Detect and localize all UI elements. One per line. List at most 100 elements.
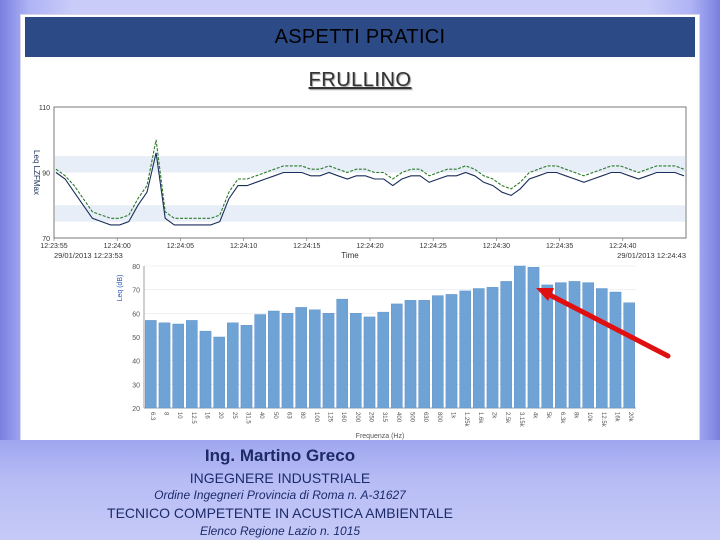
band-lower — [55, 205, 685, 222]
x-tick-label: 630 — [422, 412, 428, 423]
bar — [322, 313, 335, 409]
x-tick-label: 4k — [532, 412, 538, 419]
bar — [295, 307, 308, 409]
x-tick-label: 12:24:35 — [546, 243, 573, 250]
footer-registry: Elenco Regione Lazio n. 1015 — [199, 524, 361, 538]
x-tick-label: 3.15k — [518, 412, 524, 428]
x-tick-label: 200 — [354, 412, 360, 423]
bar — [418, 300, 431, 409]
bar — [541, 284, 554, 409]
x-tick-label: 8k — [573, 412, 579, 419]
x-tick-label: 25 — [231, 412, 237, 419]
bar — [473, 288, 485, 409]
bar — [213, 336, 225, 409]
arrow-shaft — [543, 290, 671, 359]
y-tick-label: 80 — [132, 264, 140, 271]
y-tick-label: 20 — [132, 406, 140, 413]
bar — [623, 302, 636, 409]
x-tick-label: 12.5k — [600, 412, 606, 428]
bar — [336, 298, 349, 409]
x-tick-label: 1.6k — [477, 412, 483, 424]
y-tick-label: 110 — [39, 105, 50, 112]
x-tick-label: 20k — [627, 412, 633, 423]
start-time-label: 29/01/2013 12:23:53 — [54, 251, 123, 260]
bar — [404, 300, 417, 409]
bar — [363, 316, 376, 409]
y-tick-label: 70 — [42, 236, 50, 243]
bar — [185, 320, 198, 409]
bar — [527, 266, 540, 409]
x-tick-label: 100 — [313, 412, 319, 423]
x-tick-label: 1k — [450, 412, 456, 419]
x-tick-label: 12:24:15 — [293, 243, 320, 250]
y-tick-label: 90 — [42, 171, 50, 178]
x-tick-label: 800 — [436, 412, 442, 423]
series-lmax-line — [55, 139, 685, 219]
bar — [226, 322, 239, 409]
bar — [281, 313, 294, 409]
footer-competence: TECNICO COMPETENTE IN ACUSTICA AMBIENTAL… — [107, 505, 453, 521]
x-tick-label: 6.3 — [149, 412, 155, 421]
x-tick-label: 63 — [286, 412, 292, 419]
slide-title: ASPETTI PRATICI — [274, 25, 446, 48]
end-time-label: 29/01/2013 12:24:43 — [617, 251, 686, 260]
x-tick-label: 12:24:05 — [167, 243, 194, 250]
x-tick-label: 12:24:30 — [483, 243, 510, 250]
subtitle-text: FRULLINO — [308, 69, 412, 91]
footer-order: Ordine Ingegneri Provincia di Roma n. A-… — [154, 488, 406, 502]
x-tick-label: 80 — [299, 412, 305, 419]
bar — [267, 310, 280, 409]
footer-role: INGEGNERE INDUSTRIALE — [189, 470, 371, 486]
y-tick-label: 60 — [132, 311, 140, 318]
bar — [432, 295, 444, 409]
bar — [555, 282, 567, 409]
x-tick-label: 10k — [586, 412, 592, 423]
bar — [596, 288, 608, 409]
bar — [609, 291, 622, 409]
x-tick-label: 315 — [381, 412, 387, 423]
red-arrow — [536, 288, 671, 359]
bar — [445, 294, 458, 409]
bar — [582, 282, 595, 409]
slide-subtitle: FRULLINO — [21, 69, 699, 92]
x-tick-label: 2.5k — [504, 412, 510, 424]
y-tick-label: 50 — [132, 335, 140, 342]
bar — [349, 313, 362, 409]
bar — [158, 322, 171, 409]
x-tick-label: 40 — [258, 412, 264, 419]
bar — [377, 311, 390, 409]
bar — [199, 330, 212, 409]
arrow-head — [536, 288, 554, 301]
x-tick-label: 2k — [491, 412, 497, 419]
x-tick-label: 500 — [409, 412, 415, 423]
bar — [254, 314, 267, 409]
x-tick-label: 10 — [176, 412, 182, 419]
x-tick-label: 250 — [368, 412, 374, 423]
x-axis-label: Time — [341, 251, 359, 260]
bar — [172, 323, 184, 409]
x-tick-label: 6.3k — [559, 412, 565, 424]
x-tick-label: 50 — [272, 412, 278, 419]
bar — [568, 281, 581, 409]
x-tick-label: 12.5 — [190, 412, 196, 424]
x-tick-label: 12:24:00 — [104, 243, 131, 250]
bar — [240, 325, 253, 409]
x-tick-label: 12:23:55 — [40, 243, 67, 250]
bar — [391, 303, 403, 409]
x-tick-label: 20 — [217, 412, 223, 419]
bar — [459, 290, 472, 409]
band-upper — [55, 156, 685, 173]
x-tick-label: 12:24:10 — [230, 243, 257, 250]
y-axis-label: Leq (dB) — [117, 275, 124, 302]
x-tick-label: 8 — [163, 412, 169, 416]
bar — [486, 287, 499, 409]
x-tick-label: 1.25k — [463, 412, 469, 428]
x-tick-label: 400 — [395, 412, 401, 423]
bar — [308, 309, 321, 409]
series-leq-line — [55, 152, 685, 226]
bar — [514, 265, 526, 409]
x-tick-label: 5k — [545, 412, 551, 419]
y-tick-label: 30 — [132, 382, 140, 389]
y-axis-label: Leq LZFMax — [32, 150, 41, 195]
title-bar: ASPETTI PRATICI — [25, 17, 695, 57]
